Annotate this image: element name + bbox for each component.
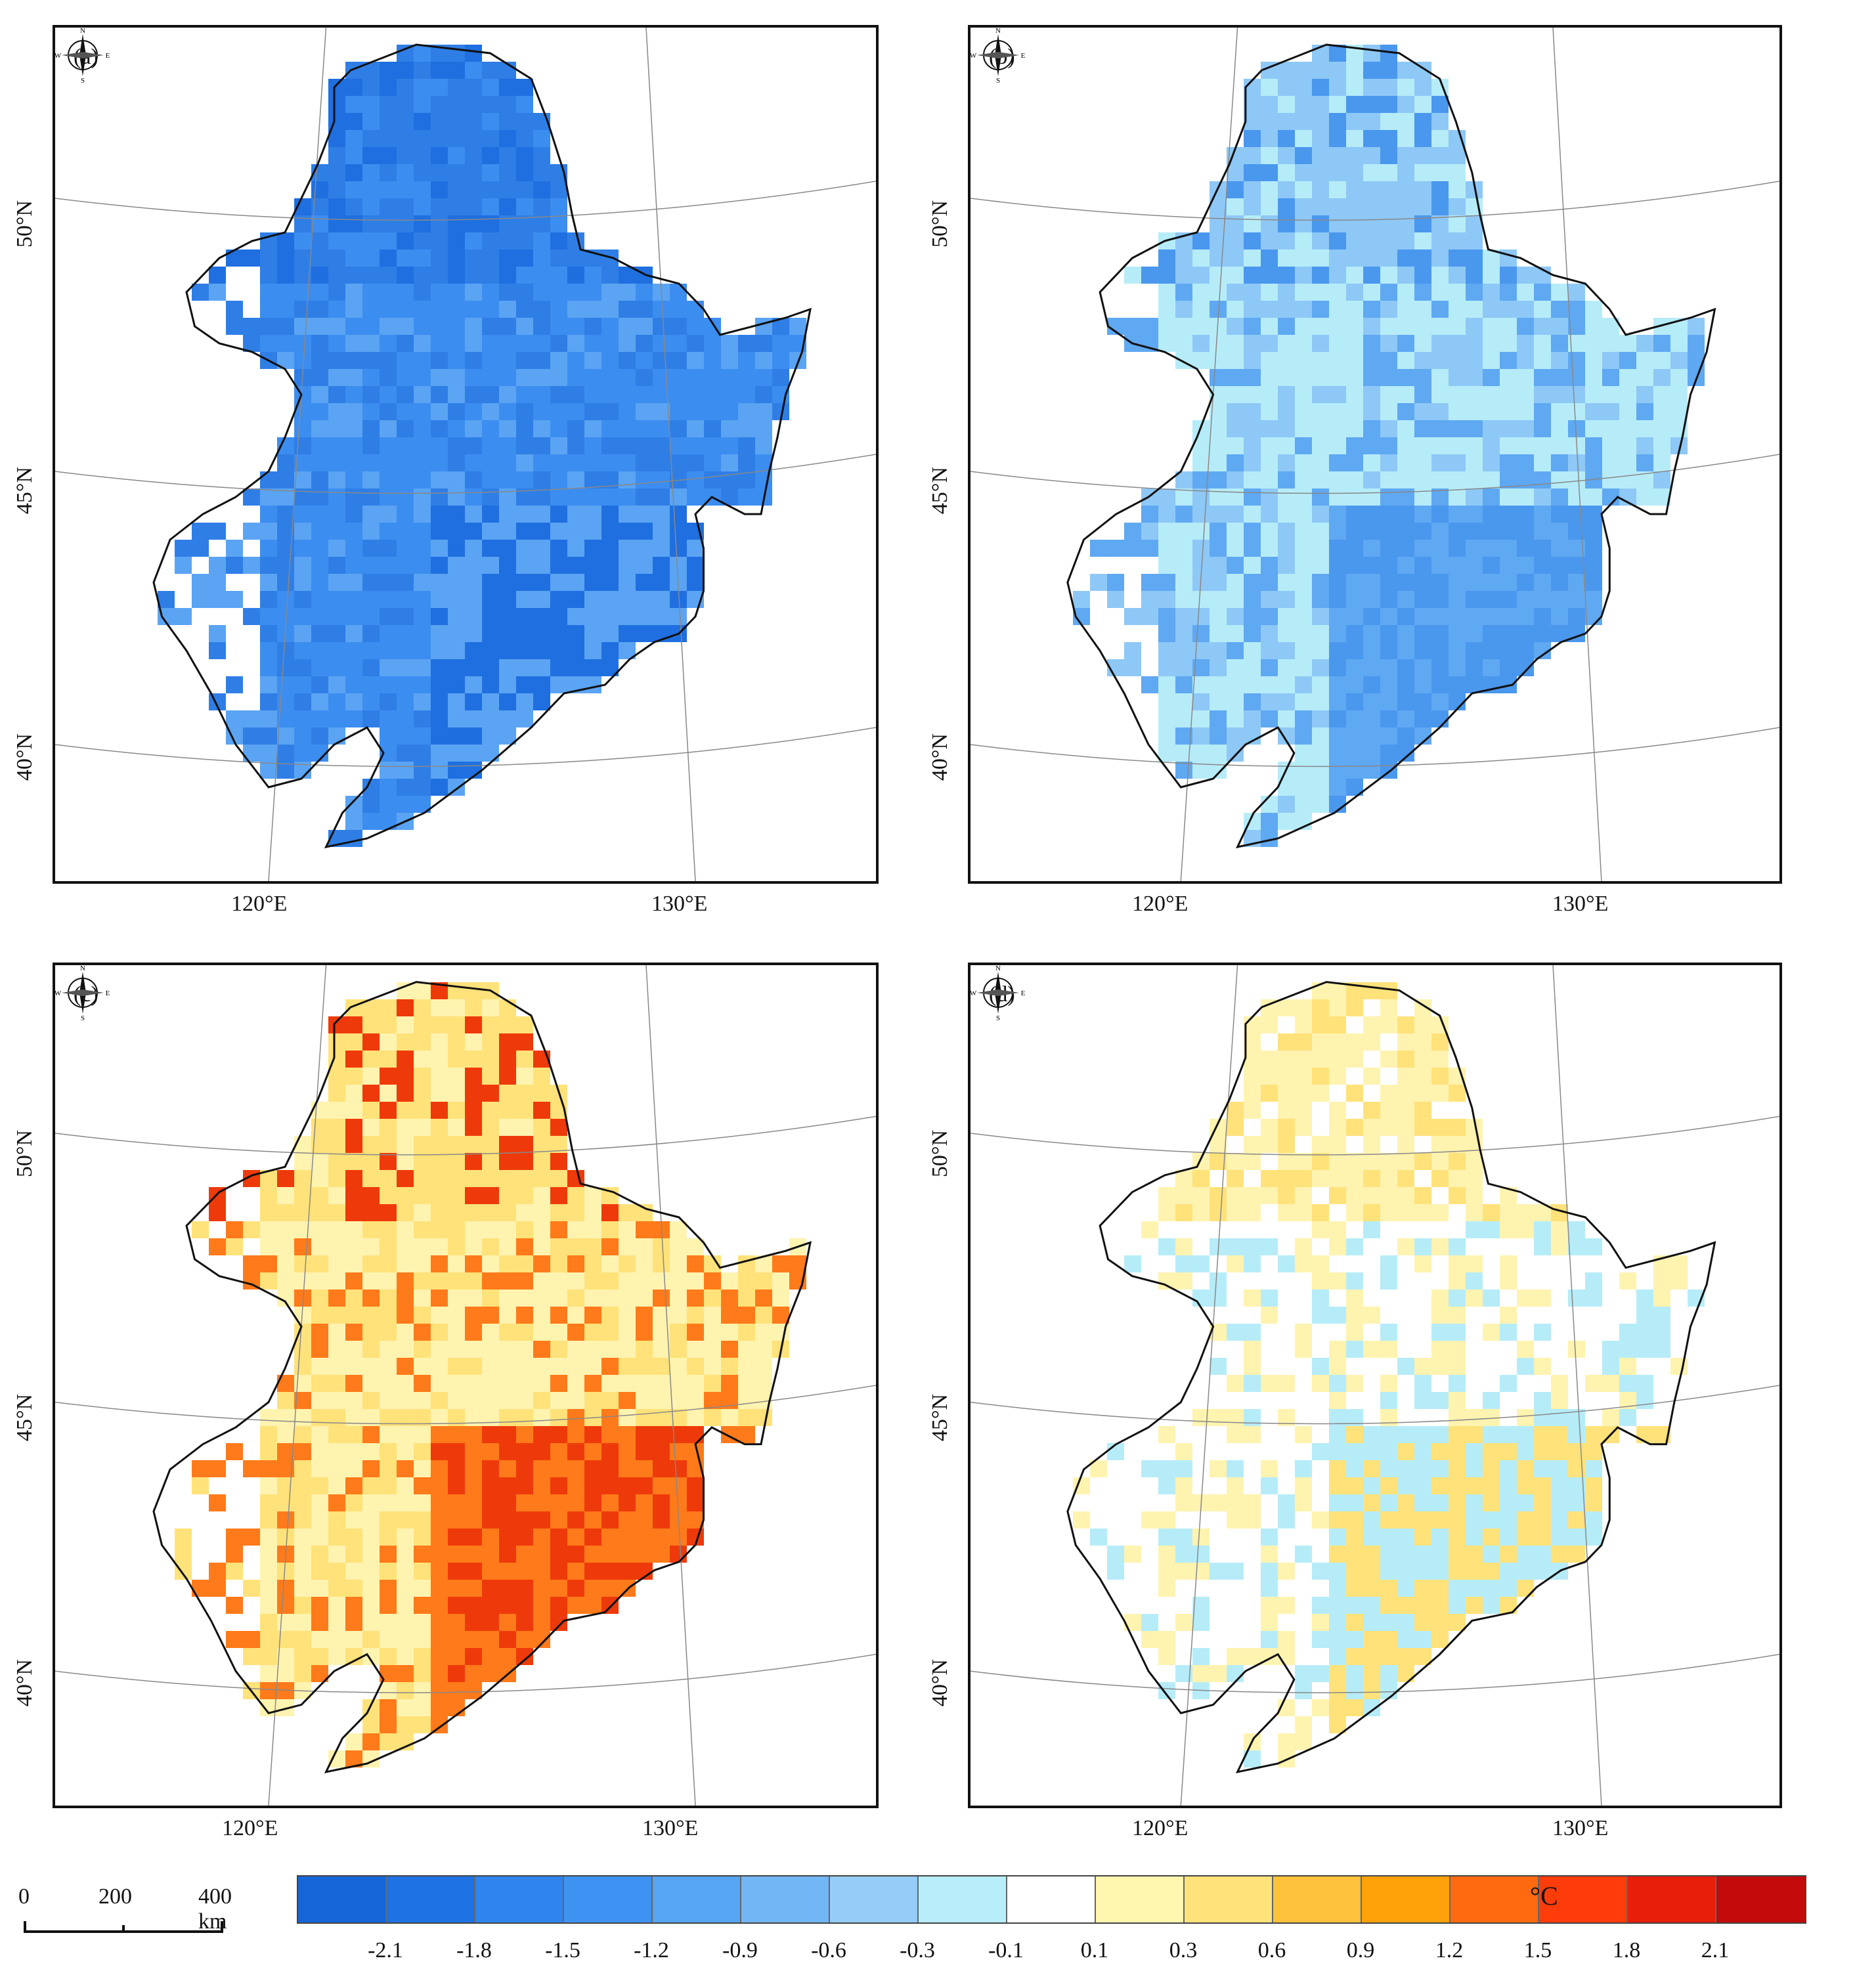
legend-tick-label: -0.6 <box>811 1938 846 1962</box>
lat-label: 40°N <box>928 733 953 781</box>
map-panel-b: (b) NSEW <box>968 25 1782 884</box>
legend-tick-label: 0.1 <box>1080 1938 1109 1962</box>
svg-text:N: N <box>80 28 85 35</box>
compass-rose-icon: N S E W <box>971 28 1026 83</box>
legend-tick-label: -1.8 <box>456 1938 492 1962</box>
lon-label: 130°E <box>642 1816 699 1840</box>
map-panel-c: (c) NSEW <box>53 963 879 1808</box>
legend-swatch <box>298 1876 387 1922</box>
svg-text:S: S <box>996 1014 1000 1020</box>
legend-swatch <box>1273 1876 1362 1922</box>
legend-swatch <box>475 1876 564 1922</box>
svg-text:S: S <box>81 1014 85 1020</box>
svg-text:E: E <box>106 52 110 60</box>
lat-label: 50°N <box>12 200 37 248</box>
map-panel-a: (a) NSEW <box>53 25 879 884</box>
svg-text:W: W <box>55 52 62 60</box>
legend-tick-label: 1.5 <box>1523 1938 1552 1962</box>
svg-text:N: N <box>80 965 85 972</box>
lon-label: 130°E <box>1552 1816 1609 1840</box>
compass-rose-icon: N S E W <box>971 965 1026 1020</box>
lat-label: 40°N <box>928 1659 953 1707</box>
legend-swatch <box>653 1876 741 1922</box>
scale-bar: 0 200 400 km <box>18 1884 232 1957</box>
legend-tick-label: 1.2 <box>1435 1938 1464 1962</box>
color-legend: -2.1 -1.8 -1.5 -1.2 -0.9 -0.6 -0.3 -0.1 0.1 0.3 0.… <box>297 1875 1807 1967</box>
svg-text:N: N <box>995 28 1001 35</box>
legend-tick-label: -0.1 <box>988 1938 1024 1962</box>
scale-line <box>24 1921 223 1933</box>
legend-tick-label: -2.1 <box>368 1938 403 1962</box>
lon-label: 130°E <box>1552 892 1609 916</box>
lon-label: 120°E <box>231 892 288 916</box>
legend-swatch <box>1451 1876 1539 1922</box>
legend-tick-label: -1.2 <box>634 1938 669 1962</box>
legend-swatch <box>1539 1876 1628 1922</box>
scale-label-200: 200 <box>98 1884 132 1909</box>
svg-text:S: S <box>996 77 1000 83</box>
legend-tick-label: -0.9 <box>722 1938 758 1962</box>
lat-label: 45°N <box>12 1393 37 1442</box>
lat-label: 45°N <box>12 466 37 515</box>
lon-label: 120°E <box>222 1816 278 1840</box>
legend-tick-label: 0.3 <box>1169 1938 1198 1962</box>
legend-swatch <box>830 1876 919 1922</box>
map-canvas-b <box>971 28 1779 881</box>
legend-tick-label: 1.8 <box>1612 1938 1641 1962</box>
lat-label: 45°N <box>928 466 953 515</box>
map-panel-d: (d) NSEW <box>968 963 1782 1808</box>
svg-text:E: E <box>1021 989 1026 997</box>
lon-label: 120°E <box>1132 1816 1189 1840</box>
lat-label: 50°N <box>928 1129 953 1178</box>
svg-text:W: W <box>55 989 62 997</box>
legend-tick-label: 2.1 <box>1701 1938 1730 1962</box>
svg-text:S: S <box>81 77 85 83</box>
lat-label: 50°N <box>12 1129 37 1178</box>
legend-tick-label: -0.3 <box>900 1938 935 1962</box>
compass-rose-icon: N S E W <box>55 965 110 1020</box>
legend-tick-label: 0.9 <box>1346 1938 1375 1962</box>
map-canvas-a <box>55 28 876 881</box>
map-canvas-d <box>971 965 1779 1806</box>
legend-swatch <box>919 1876 1007 1922</box>
legend-swatch <box>1628 1876 1716 1922</box>
lat-label: 45°N <box>928 1393 953 1442</box>
legend-swatch <box>564 1876 653 1922</box>
legend-tick-label: -1.5 <box>545 1938 580 1962</box>
map-canvas-c <box>55 965 876 1806</box>
legend-swatch <box>1007 1876 1096 1922</box>
lat-label: 40°N <box>12 1659 37 1707</box>
lat-label: 40°N <box>12 733 37 781</box>
lat-label: 50°N <box>928 200 953 248</box>
legend-swatch <box>1096 1876 1185 1922</box>
scale-label-0: 0 <box>18 1884 30 1909</box>
svg-text:E: E <box>1021 52 1026 60</box>
svg-text:W: W <box>971 989 977 997</box>
legend-color-bar <box>297 1875 1806 1924</box>
svg-text:W: W <box>971 52 977 60</box>
lon-label: 120°E <box>1132 892 1189 916</box>
legend-swatch <box>1185 1876 1273 1922</box>
compass-rose-icon: N S E W <box>55 28 110 83</box>
legend-swatch <box>1716 1876 1805 1922</box>
legend-swatch <box>387 1876 475 1922</box>
svg-text:N: N <box>995 965 1001 972</box>
lon-label: 130°E <box>651 892 708 916</box>
legend-swatch <box>1362 1876 1451 1922</box>
legend-tick-label: 0.6 <box>1257 1938 1286 1962</box>
legend-unit: °C <box>1530 1881 1558 1911</box>
svg-text:E: E <box>106 989 110 997</box>
legend-swatch <box>741 1876 830 1922</box>
